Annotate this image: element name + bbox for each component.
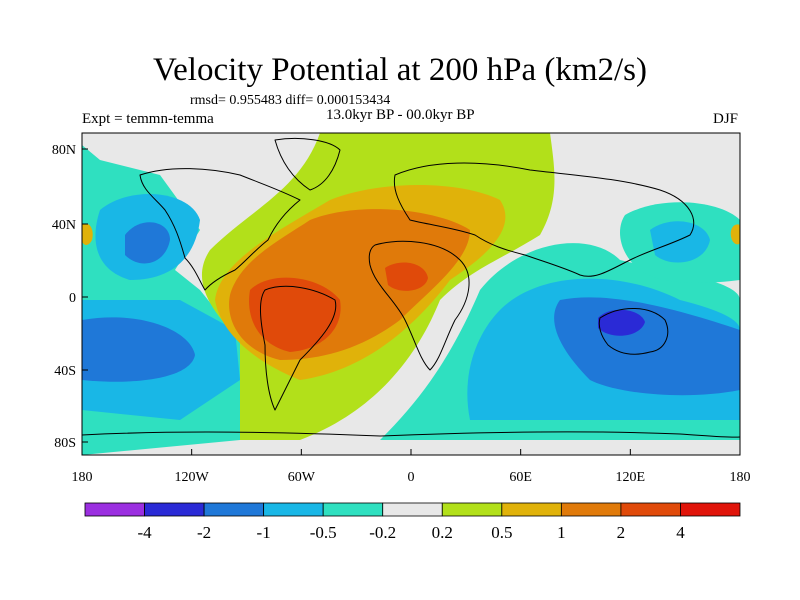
- colorbar-label: 4: [676, 523, 685, 542]
- colorbar-swatch: [680, 502, 741, 517]
- y-axis: 80N 40N 0 40S 80S: [52, 143, 88, 451]
- coastline-north-america: [139, 168, 301, 291]
- contour-pos-0.5: [82, 223, 93, 245]
- contour-neg-1: [125, 222, 170, 264]
- x-axis: 180 120W 60W 0 60E 120E 180: [72, 449, 751, 485]
- y-tick-label: 40N: [52, 218, 76, 233]
- colorbar-swatch: [322, 502, 384, 517]
- x-tick-label: 60W: [288, 470, 316, 485]
- y-tick-label: 40S: [54, 364, 76, 379]
- y-tick-label: 80S: [54, 436, 76, 451]
- colorbar-label: 2: [617, 523, 626, 542]
- colorbar-swatch: [441, 502, 503, 517]
- y-tick-label: 80N: [52, 143, 76, 158]
- colorbar-label: 0.5: [491, 523, 512, 542]
- colorbar-swatch: [620, 502, 681, 517]
- coastlines: [82, 137, 740, 438]
- contour-pos-2: [249, 277, 341, 352]
- colorbar-swatch: [263, 502, 324, 517]
- colorbar-label: 1: [557, 523, 566, 542]
- colorbar-label: -0.5: [310, 523, 337, 542]
- coastline-eurasia: [393, 162, 695, 277]
- coastline-australia: [598, 308, 669, 355]
- field-layer: [82, 133, 740, 455]
- x-tick-label: 180: [730, 470, 751, 485]
- colorbar-swatch: [560, 502, 622, 517]
- coastline-south-america: [260, 285, 337, 411]
- colorbar-label: -1: [257, 523, 271, 542]
- contour-pos-0.5: [730, 224, 740, 245]
- contour-neg-2: [598, 309, 645, 336]
- x-tick-label: 120W: [175, 470, 210, 485]
- stats-text: rmsd= 0.955483 diff= 0.000153434: [190, 93, 391, 108]
- colorbar-swatch: [144, 502, 205, 517]
- contour-neg-0.5: [650, 221, 710, 263]
- coastline-africa: [368, 240, 470, 371]
- coastline-antarctica: [82, 431, 740, 438]
- season-label: DJF: [712, 111, 738, 127]
- contour-pos-2: [385, 262, 428, 291]
- colorbar-swatch: [501, 502, 562, 517]
- experiment-label: Expt = temmn-temma: [82, 111, 214, 127]
- x-tick-label: 180: [72, 470, 93, 485]
- x-tick-label: 0: [408, 470, 415, 485]
- coastline-greenland: [274, 137, 341, 191]
- x-tick-label: 120E: [616, 470, 646, 485]
- colorbar-swatch: [84, 502, 145, 517]
- period-label: 13.0kyr BP - 00.0kyr BP: [326, 107, 475, 123]
- colorbar-swatch: [203, 502, 265, 517]
- colorbar-label: -2: [197, 523, 211, 542]
- colorbar: -4 -2 -1 -0.5 -0.2 0.2 0.5 1 2 4: [84, 502, 741, 542]
- chart-title: Velocity Potential at 200 hPa (km2/s): [152, 52, 648, 88]
- y-tick-label: 0: [69, 291, 76, 306]
- contour-neg-1: [82, 317, 195, 382]
- colorbar-swatch: [382, 502, 443, 517]
- colorbar-label: -0.2: [369, 523, 396, 542]
- x-tick-label: 60E: [509, 470, 532, 485]
- colorbar-label: -4: [137, 523, 152, 542]
- colorbar-label: 0.2: [432, 523, 453, 542]
